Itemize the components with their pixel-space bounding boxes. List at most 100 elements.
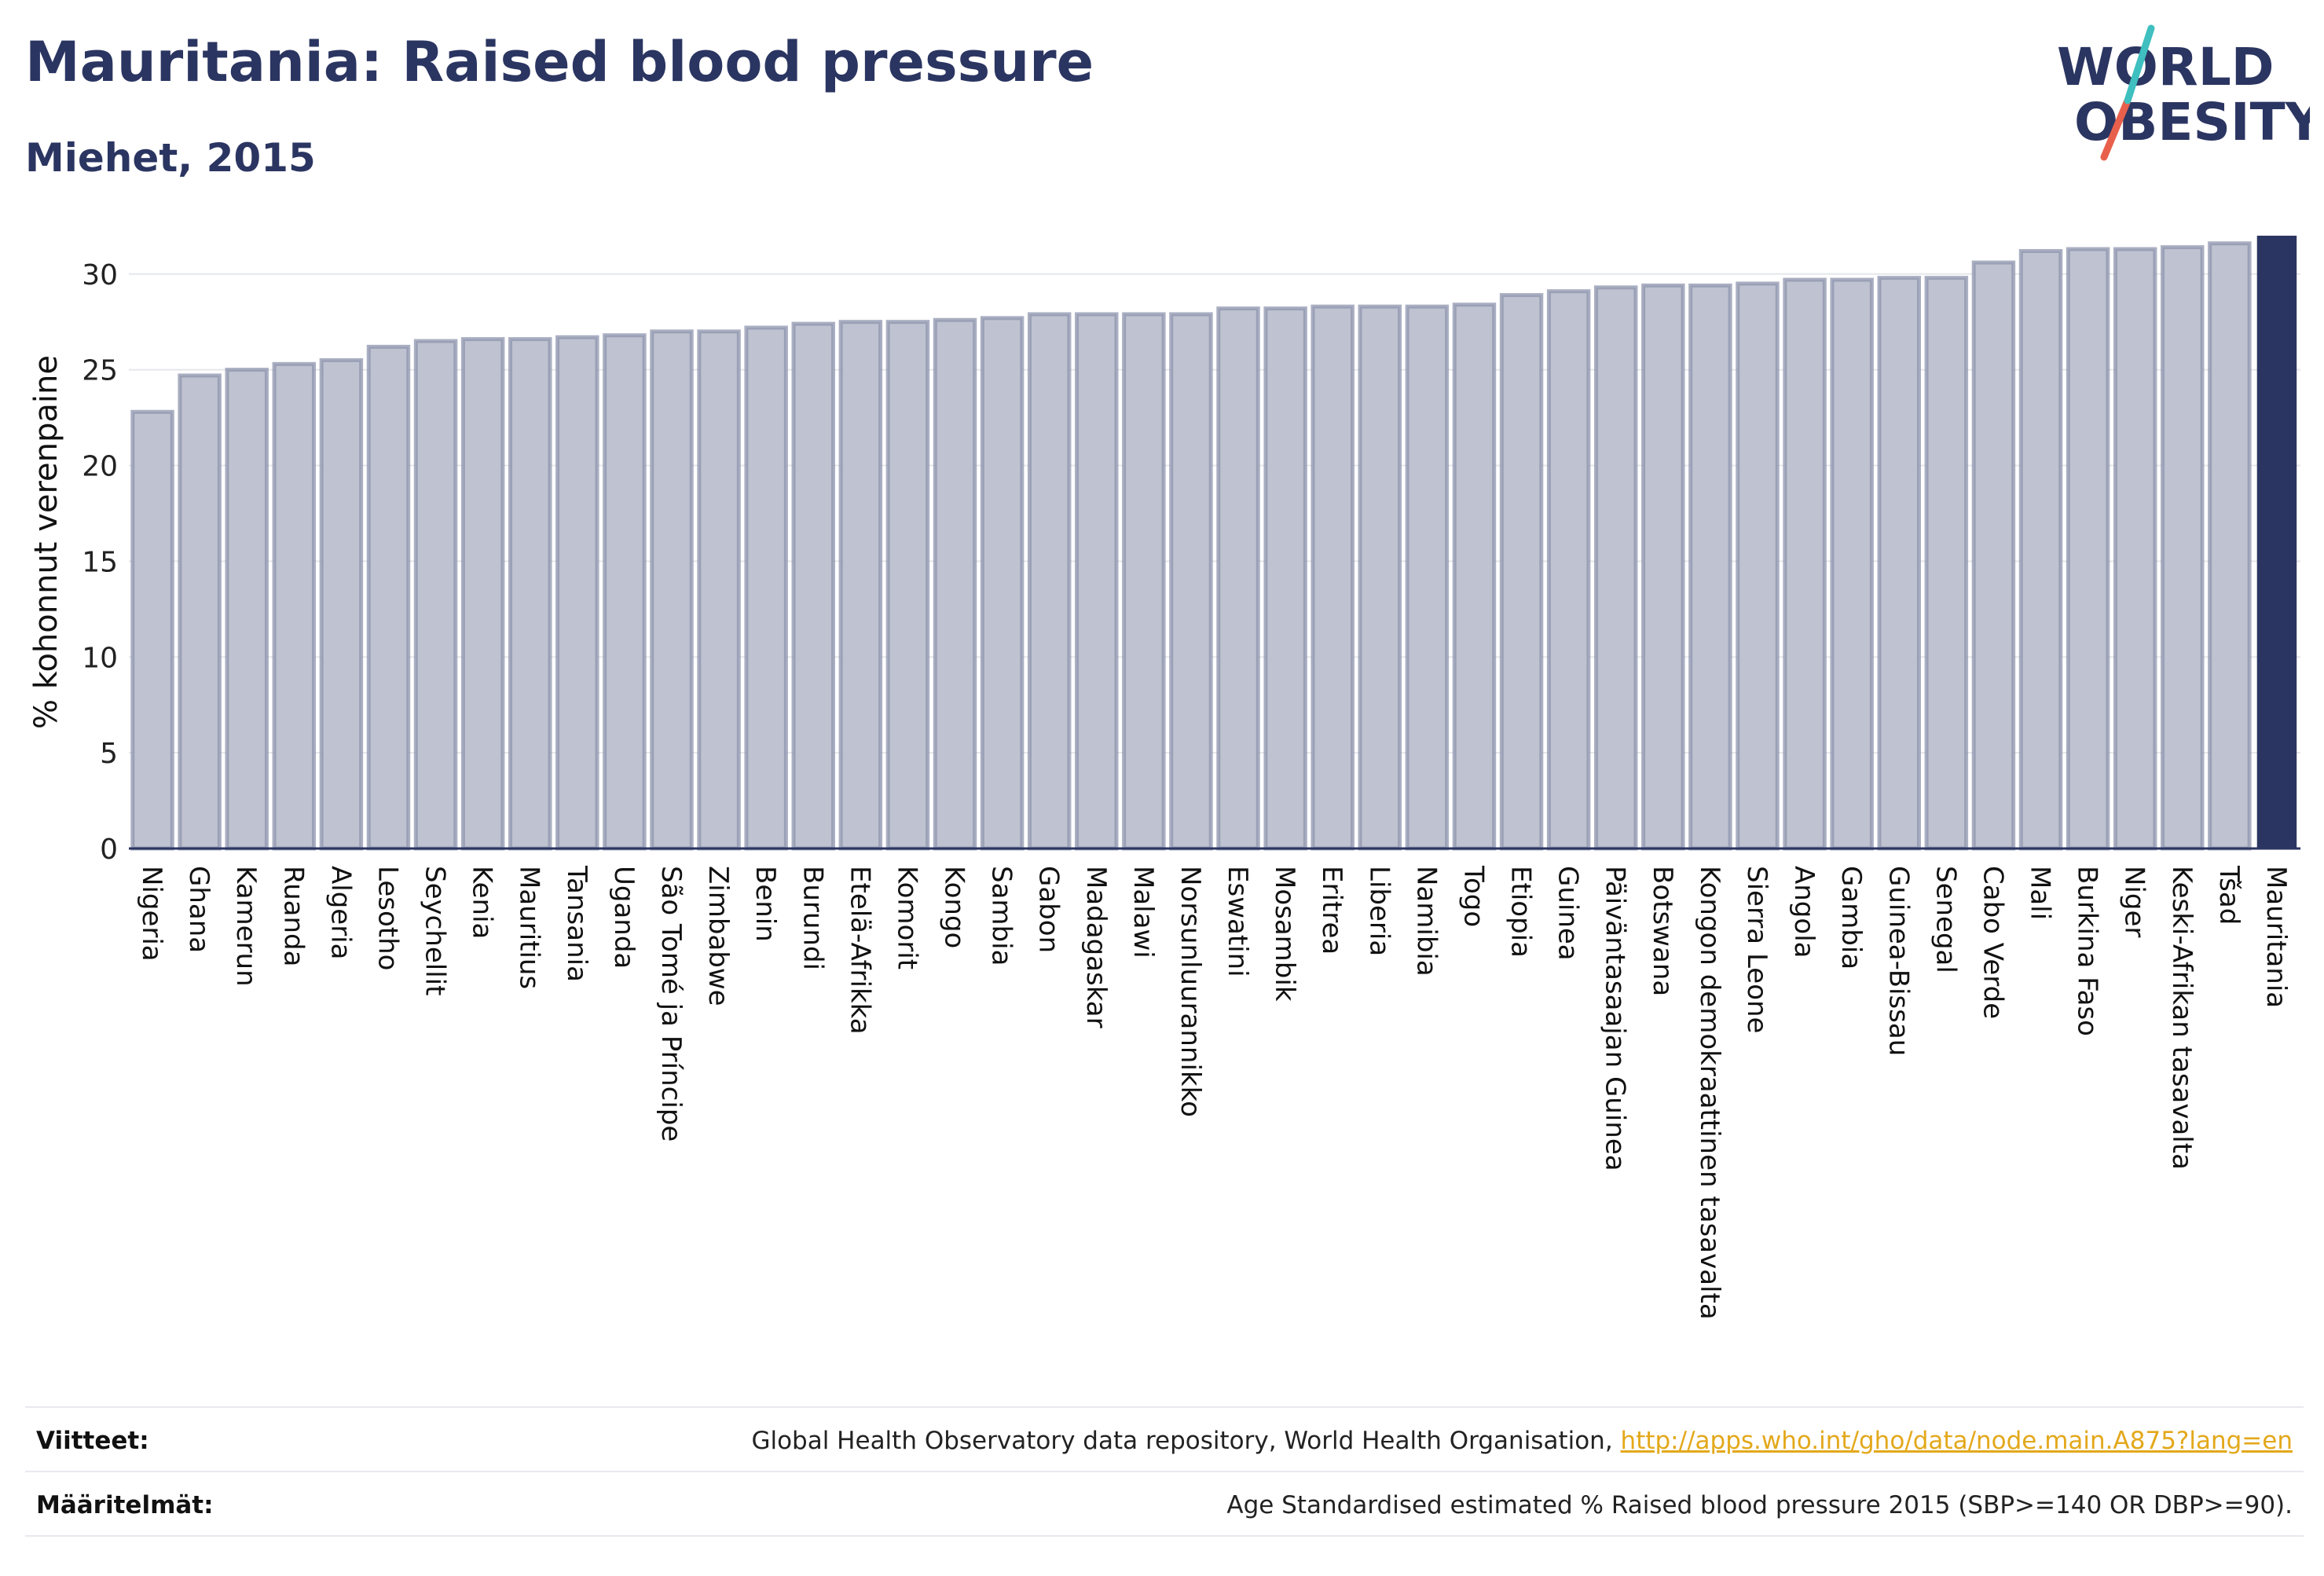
x-tick-label: Nigeria	[136, 866, 167, 962]
x-tick-label: Namibia	[1410, 866, 1442, 977]
bar-lesotho	[366, 344, 411, 851]
y-tick-label: 10	[82, 642, 118, 674]
bar-tšad	[2208, 241, 2252, 851]
x-tick-label: Eritrea	[1316, 866, 1347, 955]
bar-mosambik	[1263, 306, 1307, 851]
page-subtitle: Miehet, 2015	[25, 135, 316, 181]
footer-divider-bottom	[25, 1535, 2304, 1537]
bar-benin	[744, 325, 788, 851]
bar-mauritius	[508, 337, 552, 851]
bar-nigeria	[130, 409, 174, 851]
bar-togo	[1452, 302, 1497, 851]
x-tick-label: Botswana	[1647, 866, 1678, 996]
bar-kongo	[933, 317, 977, 851]
page-title: Mauritania: Raised blood pressure	[25, 30, 1094, 94]
y-tick-labels: 0 5 10 15 20 25 30	[82, 259, 118, 866]
x-tick-label: Zimbabwe	[702, 866, 734, 1006]
bar-angola	[1783, 277, 1827, 851]
bar-gabon	[1027, 312, 1072, 851]
bar-guinea	[1546, 289, 1591, 851]
x-tick-label: Madagaskar	[1080, 866, 1112, 1028]
x-tick-label: Senegal	[1930, 866, 1961, 973]
x-tick-labels: Nigeria Ghana Kamerun Ruanda Algeria Lesotho S…	[136, 865, 2292, 1320]
references-link[interactable]: http://apps.who.int/gho/data/node.main.A…	[1620, 1427, 2293, 1455]
bar-burkina-faso	[2066, 247, 2110, 851]
x-tick-label: São Tomé ja Príncipe	[655, 866, 687, 1142]
bar-eritrea	[1310, 304, 1354, 851]
bar-liberia	[1358, 304, 1402, 851]
x-tick-label: Mosambik	[1269, 866, 1300, 1002]
bar-malawi	[1122, 312, 1166, 851]
x-tick-label: Cabo Verde	[1977, 866, 2008, 1019]
x-tick-label: Tšad	[2213, 865, 2245, 925]
x-tick-label: Benin	[750, 866, 781, 942]
references-label: Viitteet:	[36, 1427, 149, 1455]
world-obesity-logo: WORLD OBESITY	[2057, 24, 2310, 161]
bar-sierra-leone	[1736, 281, 1780, 851]
logo-slash-red	[2100, 97, 2132, 161]
bar-norsunluurannikko	[1169, 312, 1213, 851]
bar-seychellit	[413, 339, 458, 851]
bar-algeria	[319, 357, 364, 851]
x-tick-label: Seychellit	[420, 866, 451, 995]
bars	[130, 236, 2297, 851]
x-tick-label: Tansania	[561, 865, 592, 982]
bar-tansania	[555, 335, 599, 851]
logo-line1: WORLD	[2057, 37, 2275, 97]
y-tick-label: 15	[82, 546, 118, 578]
x-tick-label: Sierra Leone	[1741, 866, 1772, 1033]
y-axis-label: % kohonnut verenpaine	[28, 355, 64, 729]
x-tick-label: Keski-Afrikan tasavalta	[2166, 866, 2198, 1170]
x-tick-label: Burundi	[797, 866, 828, 970]
x-tick-label: Etelä-Afrikka	[844, 866, 875, 1035]
bar-etelä-afrikka	[838, 320, 883, 851]
bar-keski-afrikan-tasavalta	[2161, 245, 2205, 851]
bar-guinea-bissau	[1877, 276, 1921, 851]
x-tick-label: Liberia	[1363, 866, 1395, 956]
x-tick-label: Uganda	[608, 866, 640, 969]
bar-komorit	[885, 320, 930, 851]
x-tick-label: Guinea-Bissau	[1882, 866, 1914, 1056]
footer-divider-top	[25, 1406, 2304, 1408]
bar-niger	[2113, 247, 2157, 851]
bar-ruanda	[272, 361, 317, 851]
x-tick-label: Angola	[1788, 866, 1820, 958]
x-tick-label: Gabon	[1033, 866, 1065, 953]
bar-zimbabwe	[697, 329, 741, 851]
bar-namibia	[1405, 304, 1450, 851]
x-tick-label: Gambia	[1835, 866, 1867, 969]
y-tick-label: 25	[82, 355, 118, 387]
bar-päiväntasaajan-guinea	[1594, 285, 1638, 851]
bar-etiopia	[1499, 293, 1544, 851]
x-tick-label: Komorit	[891, 866, 922, 969]
x-tick-label: Norsunluurannikko	[1175, 866, 1206, 1117]
bar-eswatini	[1216, 306, 1260, 851]
bar-kongon-demokraattinen-tasavalta	[1688, 283, 1732, 851]
bar-burundi	[791, 321, 835, 851]
y-tick-label: 20	[82, 451, 118, 483]
x-tick-label: Ghana	[183, 866, 214, 953]
bar-cabo-verde	[1971, 260, 2016, 851]
bar-kenia	[460, 337, 505, 851]
y-tick-label: 0	[100, 834, 118, 866]
bar-s-o-tomé-ja-príncipe	[650, 329, 694, 851]
x-tick-label: Togo	[1457, 865, 1489, 927]
logo-slash-teal	[2124, 24, 2155, 104]
bar-uganda	[603, 333, 647, 851]
definitions-label: Määritelmät:	[36, 1491, 214, 1519]
x-tick-label: Malawi	[1127, 866, 1159, 958]
x-tick-label: Niger	[2119, 866, 2150, 937]
x-tick-label: Ruanda	[277, 866, 309, 966]
bar-botswana	[1641, 283, 1685, 851]
x-tick-label: Sambia	[986, 866, 1017, 966]
bar-mali	[2018, 249, 2063, 851]
bar-chart: 0 5 10 15 20 25 30 Nigeria Ghana Kamerun Ruanda Al…	[28, 236, 2300, 1320]
x-tick-label: Lesotho	[372, 866, 403, 970]
x-tick-label: Etiopia	[1505, 866, 1537, 958]
bar-madagaskar	[1075, 312, 1119, 851]
x-tick-label: Päiväntasaajan Guinea	[1600, 866, 1631, 1171]
y-tick-label: 5	[100, 738, 118, 770]
x-tick-label: Burkina Faso	[2072, 866, 2103, 1036]
footer-divider-middle	[25, 1471, 2304, 1472]
y-tick-label: 30	[82, 259, 118, 291]
